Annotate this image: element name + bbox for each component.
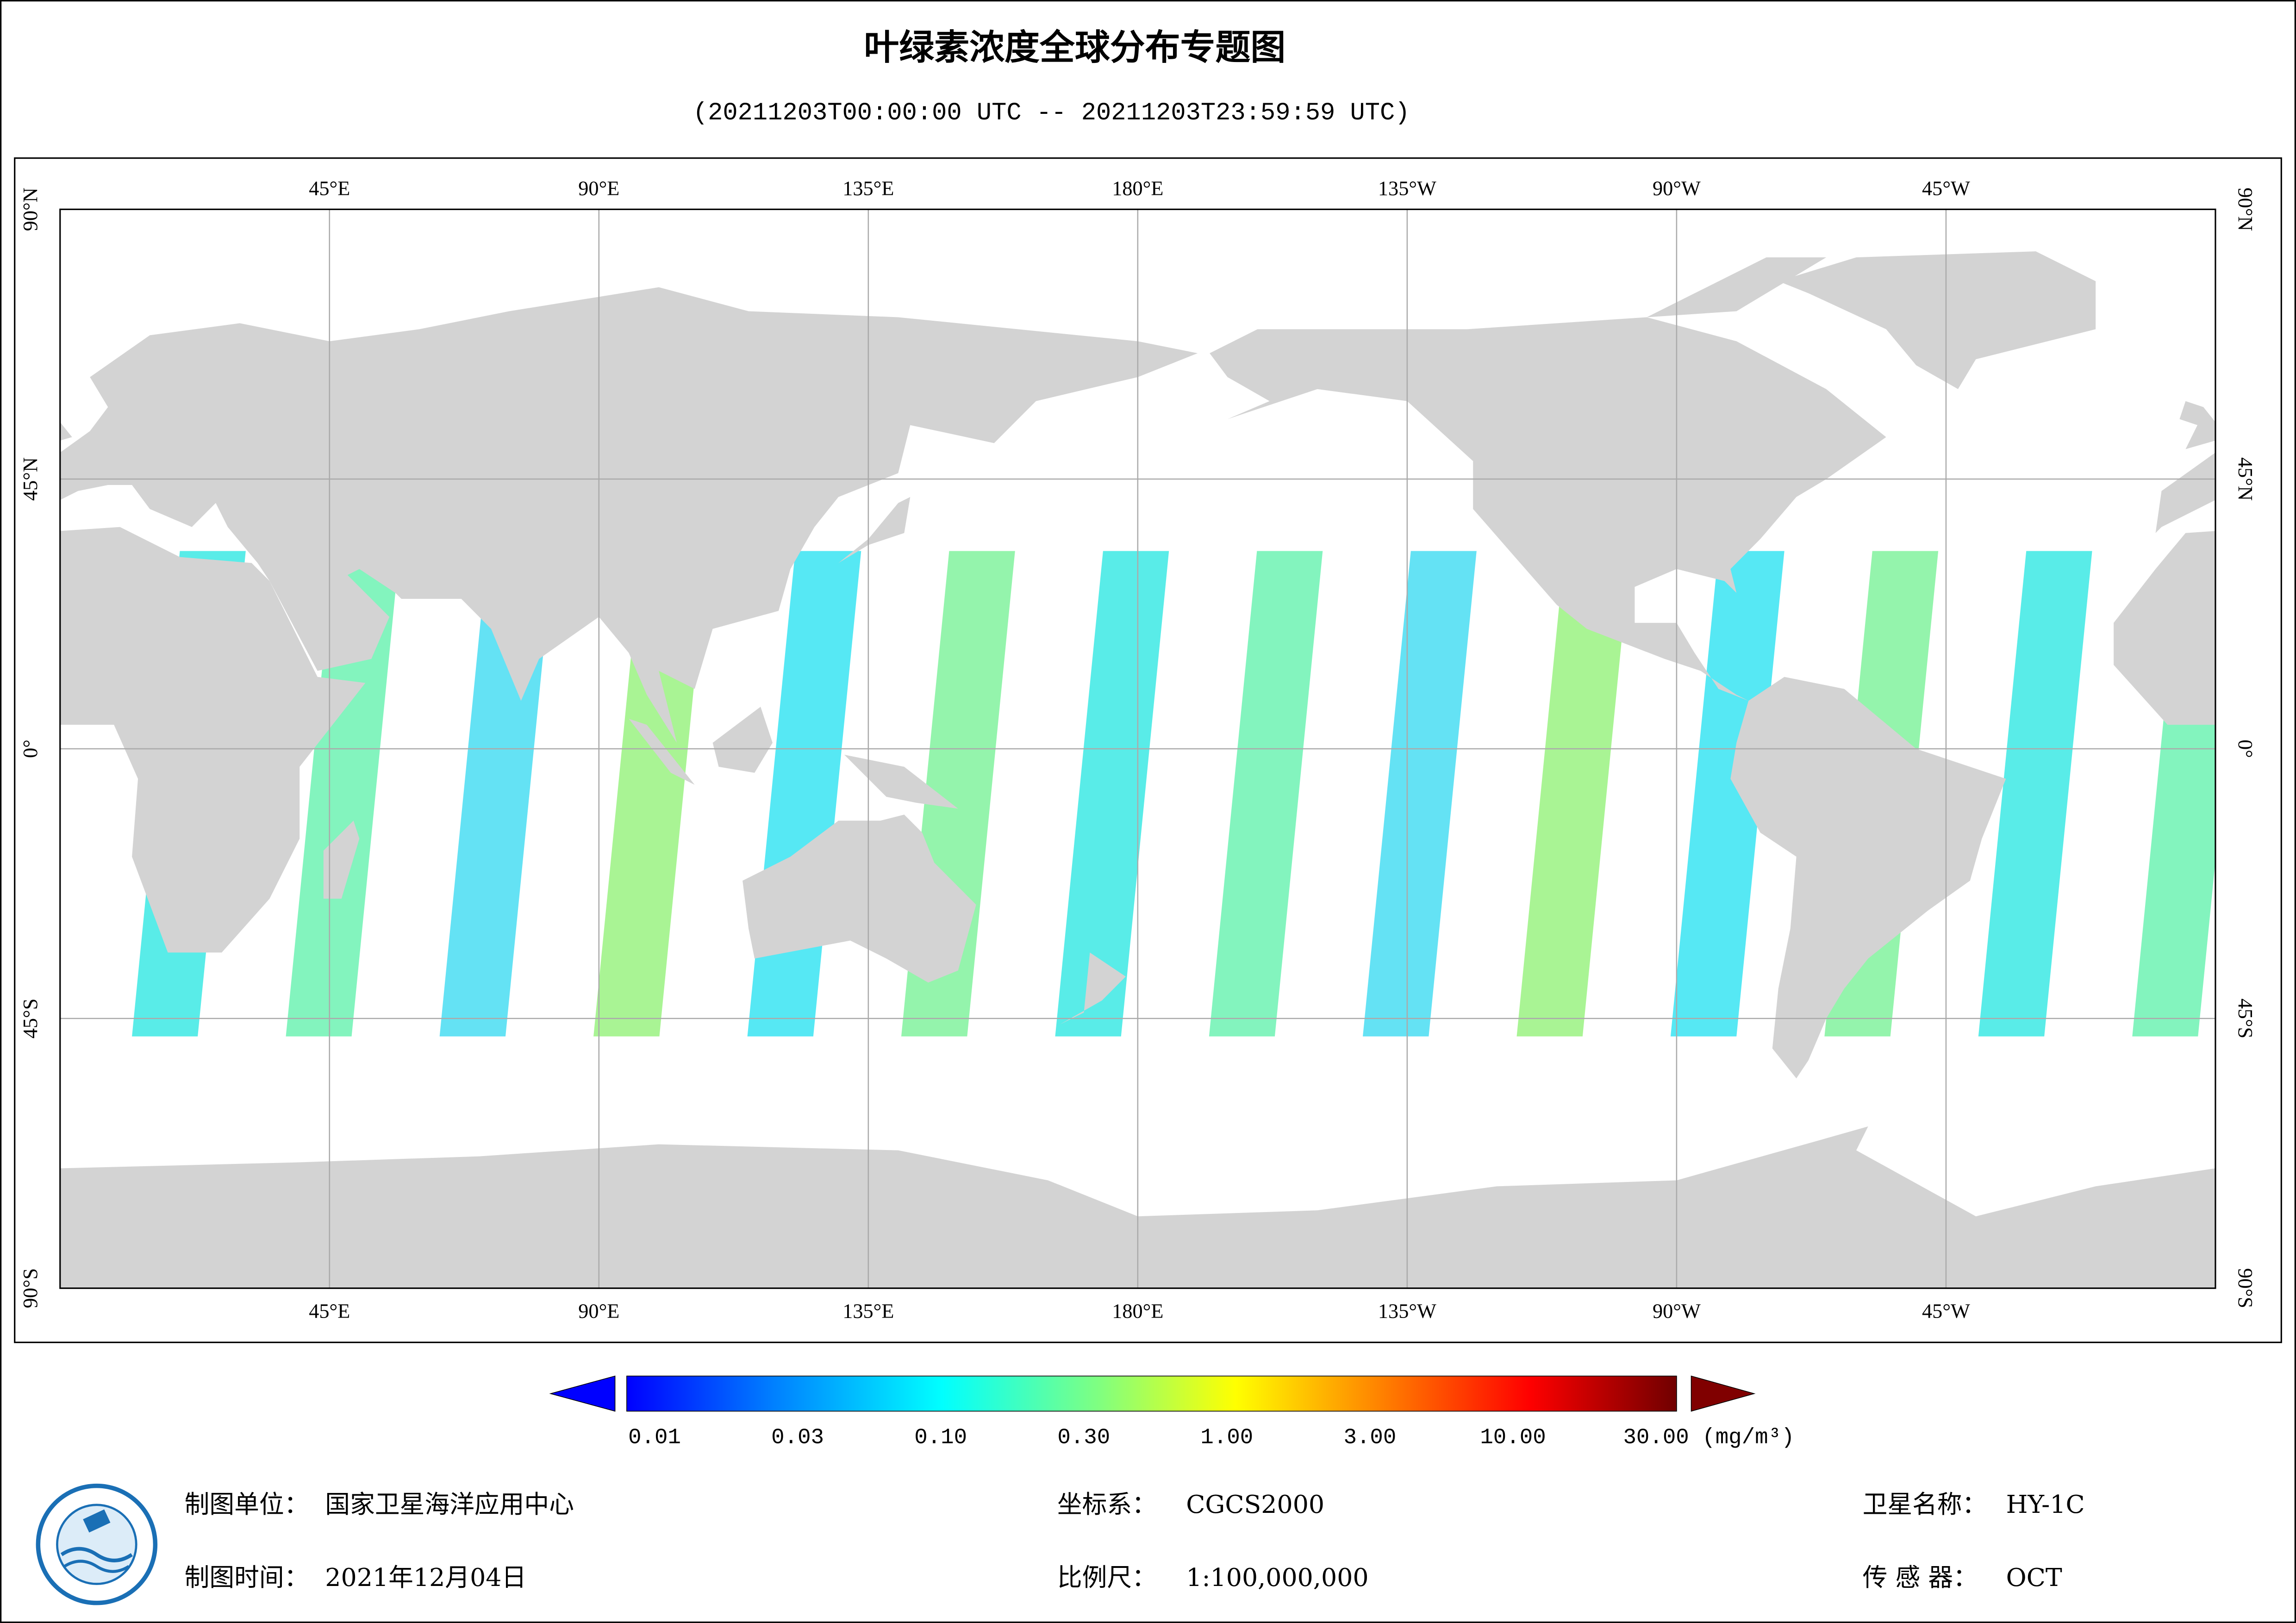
footer-value: 国家卫星海洋应用中心 [325,1490,574,1519]
lat-label-right: 90°N [2234,187,2257,231]
lon-label-bottom: 135°E [842,1300,894,1323]
footer-label: 卫星名称： [1863,1490,1987,1519]
logo-wave [60,1547,133,1562]
colorbar-tick-label: 0.01 [628,1426,681,1450]
landmass [60,422,72,441]
logo-globe [56,1504,137,1585]
lon-label-bottom: 180°E [1112,1300,1163,1323]
ocean-swath [286,551,399,1037]
landmass [2155,452,2215,533]
ocean-swath [1670,551,1784,1037]
landmass [1647,257,1827,317]
footer-value: HY-1C [2006,1490,2085,1519]
graticule-labels: 45°E 45°E 90°E 90°E 135°E 135°E 180°E 180°E 135°… [19,177,2257,1322]
landmass [323,821,360,899]
lon-label-bottom: 45°E [309,1300,350,1323]
landmass [1778,251,2096,389]
footer-label: 制图时间： [185,1563,309,1592]
lat-label-left: 0° [19,740,42,758]
colorbar-high-arrow [1691,1375,1756,1412]
landmass [2179,401,2215,449]
ocean-swath [1363,551,1477,1037]
landmass [844,754,958,809]
lon-label-top: 90°E [578,177,619,199]
lon-label-bottom: 45°W [1922,1300,1970,1323]
colorbar-tick-label: 10.00 [1480,1426,1546,1450]
lat-label-left: 90°S [19,1268,42,1308]
logo [36,1483,158,1605]
colorbar-tick-label: 3.00 [1344,1426,1397,1450]
map-body [60,209,2215,1288]
landmass [712,707,773,773]
lat-label-left: 45°N [19,457,42,501]
footer-label: 传 感 器： [1863,1563,1978,1592]
colorbar-tick-label: 30.00 [1623,1426,1689,1450]
colorbar-tick-label: 1.00 [1200,1426,1253,1450]
footer-value: OCT [2006,1563,2062,1592]
lat-label-right: 45°N [2234,457,2257,501]
landmass [60,527,366,953]
logo-wave [63,1560,130,1573]
ocean-swath [1978,551,2092,1037]
ocean-swath [1209,551,1323,1037]
colorbar-low-arrow [549,1375,616,1412]
landmass [1730,677,2006,1079]
lon-label-top: 180°E [1112,177,1163,199]
landmass [2114,531,2215,725]
lon-label-bottom: 135°W [1378,1300,1436,1323]
landmass [838,497,911,563]
logo-satellite [83,1509,111,1533]
footer: 制图单位： 国家卫星海洋应用中心 制图时间： 2021年12月04日 坐标系： … [185,1490,2085,1592]
lat-label-left: 90°N [19,187,42,231]
lat-label-right: 0° [2234,740,2257,758]
landmass [742,815,976,983]
map-border [59,208,2216,1289]
lon-label-top: 45°E [309,177,350,199]
landmass [1060,952,1126,1025]
landmass [60,287,1198,743]
footer-value: 1:100,000,000 [1186,1563,1368,1592]
colorbar-tick-label: 0.10 [914,1426,967,1450]
footer-value: CGCS2000 [1186,1490,1324,1519]
colorbar-tick-label: 0.30 [1057,1426,1110,1450]
colorbar-ramp [626,1375,1677,1412]
map-frame [14,157,2282,1343]
title: 叶绿素浓度全球分布专题图 [864,27,1285,68]
lon-label-top: 135°W [1378,177,1436,199]
landmass [629,719,695,785]
colorbar-tick-label: 0.03 [771,1426,824,1450]
lat-label-left: 45°S [19,998,42,1038]
footer-label: 制图单位： [185,1490,309,1519]
lon-label-top: 135°E [842,177,894,199]
subtitle: (20211203T00:00:00 UTC -- 20211203T23:59… [693,99,1410,127]
ocean-swath [1516,551,1631,1037]
lat-label-right: 90°S [2234,1268,2257,1308]
lon-label-bottom: 90°W [1653,1300,1701,1323]
footer-value: 2021年12月04日 [325,1563,526,1592]
colorbar-unit: (mg/m³) [1702,1426,1794,1450]
lon-label-top: 45°W [1922,177,1970,199]
footer-label: 比例尺： [1057,1563,1157,1592]
lon-label-bottom: 90°E [578,1300,619,1323]
lon-label-top: 90°W [1653,177,1701,199]
colorbar: 0.01 0.03 0.10 0.30 1.00 3.00 10.00 30.00 (mg/m… [549,1375,1795,1450]
landmass [1210,317,1886,701]
lat-label-right: 45°S [2234,998,2257,1038]
ocean-swath [1055,551,1169,1037]
footer-label: 坐标系： [1057,1490,1157,1519]
